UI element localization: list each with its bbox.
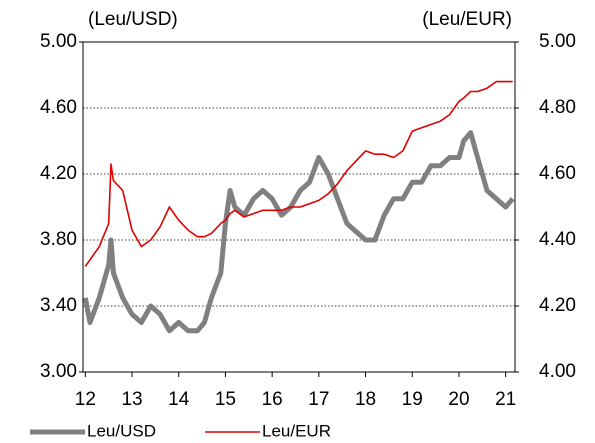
legend-label: Leu/EUR xyxy=(262,421,331,440)
x-tick-label: 19 xyxy=(402,389,423,410)
series-line xyxy=(82,130,515,334)
y2-tick-label: 4.80 xyxy=(539,97,576,118)
x-tick-label: 21 xyxy=(495,389,516,410)
x-tick-label: 12 xyxy=(75,389,96,410)
x-tick-label: 14 xyxy=(168,389,190,410)
x-tick-label: 17 xyxy=(308,389,329,410)
y-tick-label: 4.60 xyxy=(40,97,77,118)
y-tick-label: 5.00 xyxy=(40,31,77,52)
x-tick-label: 20 xyxy=(448,389,469,410)
y-tick-label: 4.20 xyxy=(40,163,77,184)
y2-tick-label: 4.60 xyxy=(539,163,576,184)
series-line xyxy=(84,80,513,267)
y2-tick-label: 4.40 xyxy=(539,229,576,250)
y2-tick-label: 4.00 xyxy=(539,361,576,382)
legend-label: Leu/USD xyxy=(87,421,156,440)
x-tick-label: 16 xyxy=(262,389,283,410)
x-tick-label: 15 xyxy=(215,389,236,410)
y2-tick-label: 5.00 xyxy=(539,31,576,52)
y2-axis-label: (Leu/EUR) xyxy=(422,9,512,30)
x-tick-label: 18 xyxy=(355,389,376,410)
y-tick-label: 3.40 xyxy=(40,295,77,316)
plot-frame xyxy=(82,41,516,373)
y-tick-label: 3.00 xyxy=(40,361,77,382)
y2-tick-label: 4.20 xyxy=(539,295,576,316)
y-axis-label: (Leu/USD) xyxy=(88,9,178,30)
y-tick-label: 3.80 xyxy=(40,229,77,250)
x-tick-label: 13 xyxy=(121,389,142,410)
